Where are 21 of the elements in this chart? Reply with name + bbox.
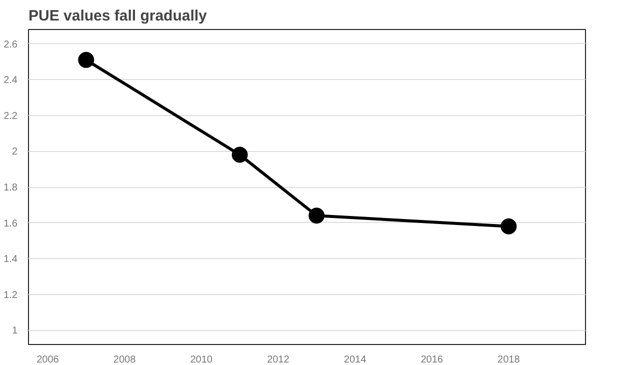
point <box>500 218 517 234</box>
y-tick-label: 1.6 <box>4 218 18 230</box>
point <box>232 146 248 163</box>
x-tick-label: 2010 <box>190 354 213 365</box>
chart-title: PUE values fall gradually <box>28 8 208 24</box>
y-tick-label: 2.2 <box>4 110 18 122</box>
x-tick-label: 2012 <box>267 354 290 365</box>
x-tick-label: 2008 <box>113 354 136 365</box>
x-tick-label: 2006 <box>36 354 60 365</box>
point <box>78 52 94 68</box>
x-tick-label: 2018 <box>498 354 520 365</box>
y-tick-label: 1.4 <box>4 254 18 266</box>
x-tick-label: 2014 <box>344 354 367 365</box>
y-tick-label: 1.2 <box>4 290 18 301</box>
y-tick-label: 2 <box>12 146 18 158</box>
y-tick-label: 2.4 <box>4 75 18 86</box>
y-tick-label: 1 <box>12 326 18 337</box>
point <box>308 208 325 224</box>
y-tick-label: 1.8 <box>4 182 18 194</box>
x-tick-label: 2016 <box>420 354 444 365</box>
y-tick-label: 2.6 <box>4 39 18 50</box>
